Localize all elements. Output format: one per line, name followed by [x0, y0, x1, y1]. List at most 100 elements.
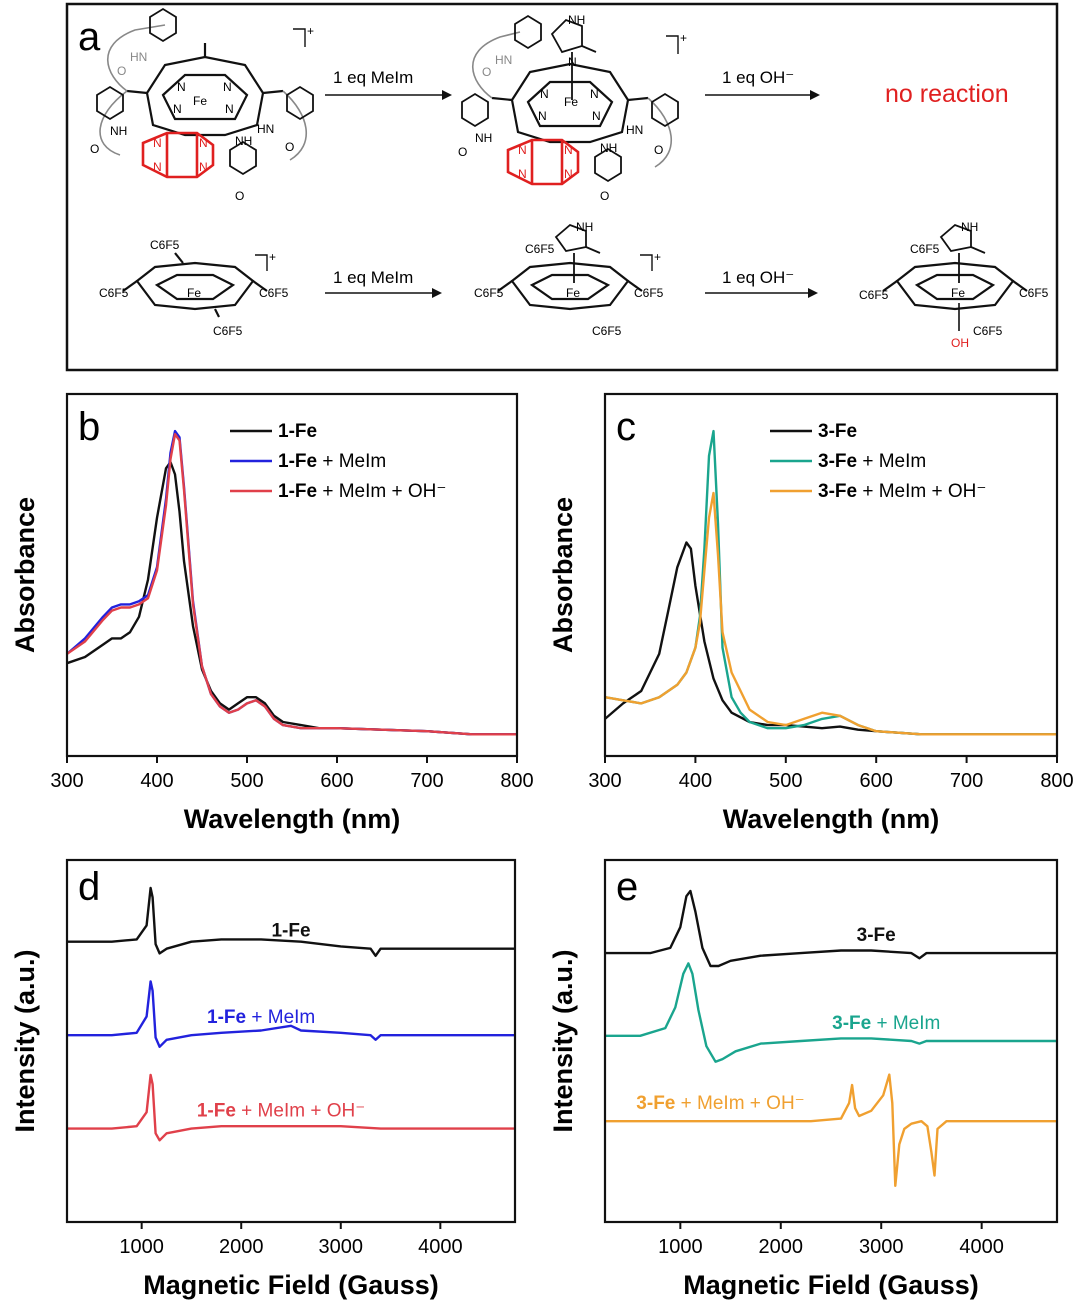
charge-label: +	[269, 250, 276, 264]
x-tick-label: 600	[320, 770, 353, 792]
x-axis-title: Wavelength (nm)	[723, 804, 940, 834]
c6f5-label: C6F5	[859, 288, 889, 302]
series-label: 1-Fe	[271, 921, 310, 942]
series-line	[605, 962, 1057, 1063]
cyclen-n-label: N	[564, 143, 573, 157]
panel-a-scheme: a Fe	[65, 2, 1059, 372]
c6f5-label: C6F5	[213, 324, 243, 338]
series-line	[67, 460, 517, 736]
nh-label: NH	[576, 220, 593, 234]
c6f5-label: C6F5	[634, 286, 664, 300]
molecule-1-fe-meim: Fe NH N N N N N HN NH HN NH O O O O N N …	[458, 13, 687, 203]
plot-frame	[603, 858, 1059, 1224]
panel-letter: d	[78, 865, 100, 909]
aryl-rings	[461, 14, 679, 183]
hn-label: HN	[257, 122, 274, 136]
x-tick-label: 3000	[859, 1236, 904, 1258]
legend-label: 3-Fe + MeIm + OH⁻	[818, 481, 986, 502]
arrowhead	[810, 90, 820, 100]
porphyrin-ring	[126, 43, 284, 137]
x-tick-label: 800	[1040, 770, 1073, 792]
n-label: N	[592, 109, 601, 123]
arrowhead	[442, 90, 452, 100]
cyclen-n-label: N	[199, 136, 208, 150]
c6f5-label: C6F5	[910, 242, 940, 256]
x-tick-label: 4000	[959, 1236, 1004, 1258]
series-line	[67, 1073, 515, 1142]
c6f5-label: C6F5	[592, 324, 622, 338]
charge-label: +	[307, 24, 314, 38]
series-line	[605, 889, 1057, 968]
n-label: N	[177, 80, 186, 94]
porphyrin-ring	[122, 252, 268, 318]
series-line	[67, 429, 517, 736]
nh-label: NH	[961, 220, 978, 234]
no-reaction-label: no reaction	[885, 80, 1009, 108]
n-label: N	[540, 87, 549, 101]
panel-b-uv-vis-1fe: b 300 400 500 600 700 800 Wavelength (nm) Absorb…	[10, 392, 534, 834]
o-label: O	[600, 189, 609, 203]
porphyrin-ring	[497, 261, 643, 311]
series-line	[605, 491, 1057, 736]
arrowhead	[432, 288, 442, 298]
panel-letter: c	[616, 405, 636, 449]
n-label: N	[225, 102, 234, 116]
c6f5-label: C6F5	[1019, 286, 1049, 300]
fe-label: Fe	[566, 286, 580, 300]
oh-label: OH	[951, 336, 969, 350]
panel-letter: b	[78, 405, 100, 449]
arrow-label: 1 eq OH⁻	[722, 268, 794, 287]
cyclen-n-label: N	[153, 160, 162, 174]
series-line	[67, 433, 517, 736]
strap-chain	[99, 24, 307, 161]
x-tick-label: 400	[679, 770, 712, 792]
cyclen-n-label: N	[153, 136, 162, 150]
x-axis-title: Magnetic Field (Gauss)	[143, 1270, 439, 1300]
hn-label: HN	[495, 53, 512, 67]
fe-label: Fe	[193, 94, 207, 108]
series-group	[605, 429, 1057, 736]
legend-label: 1-Fe + MeIm + OH⁻	[278, 481, 446, 502]
aryl-rings	[96, 7, 314, 176]
x-tick-label: 300	[588, 770, 621, 792]
series-group	[67, 429, 517, 736]
y-axis-title: Absorbance	[10, 497, 40, 653]
cyclen-n-label: N	[199, 160, 208, 174]
o-label: O	[654, 143, 663, 157]
nh-label: NH	[475, 131, 492, 145]
nh-label: NH	[600, 141, 617, 155]
legend-label: 1-Fe	[278, 421, 317, 442]
porphyrin-ring	[882, 261, 1028, 311]
molecule-3-fe: Fe C6F5 C6F5 C6F5 C6F5 +	[99, 238, 289, 338]
x-tick-label: 300	[50, 770, 83, 792]
c6f5-label: C6F5	[973, 324, 1003, 338]
o-label: O	[285, 140, 294, 154]
molecule-3-fe-meim-oh: NH Fe C6F5 C6F5 C6F5 C6F5 OH	[859, 220, 1049, 350]
n-label: N	[538, 109, 547, 123]
legend-label: 1-Fe + MeIm	[278, 451, 386, 472]
x-tick-label: 1000	[119, 1236, 164, 1258]
plot-frame	[603, 392, 1059, 758]
strap-chain	[472, 31, 672, 168]
series-group	[67, 886, 515, 1142]
nh-label: NH	[110, 124, 127, 138]
c6f5-label: C6F5	[99, 286, 129, 300]
nh-label: NH	[235, 134, 252, 148]
charge-bracket	[666, 35, 679, 54]
x-tick-label: 700	[410, 770, 443, 792]
arrowhead	[808, 288, 818, 298]
imidazole-n-label: N	[568, 55, 577, 69]
charge-label: +	[654, 250, 661, 264]
panel-a-frame	[65, 2, 1059, 372]
legend-label: 3-Fe + MeIm	[818, 451, 926, 472]
arrow-label: 1 eq MeIm	[333, 268, 413, 287]
panel-letter: e	[616, 865, 638, 909]
x-axis-title: Wavelength (nm)	[184, 804, 401, 834]
series-line	[605, 541, 1057, 736]
cyclen-n-label: N	[518, 143, 527, 157]
o-label: O	[235, 189, 244, 203]
panel-e-epr-3fe: e 1000 2000 3000 4000 Magnetic Field (Gauss) I…	[548, 858, 1059, 1300]
x-tick-label: 2000	[219, 1236, 264, 1258]
panel-d-epr-1fe: d 1000 2000 3000 4000 Magnetic Field (Gauss) I…	[10, 858, 517, 1300]
c6f5-label: C6F5	[150, 238, 180, 252]
